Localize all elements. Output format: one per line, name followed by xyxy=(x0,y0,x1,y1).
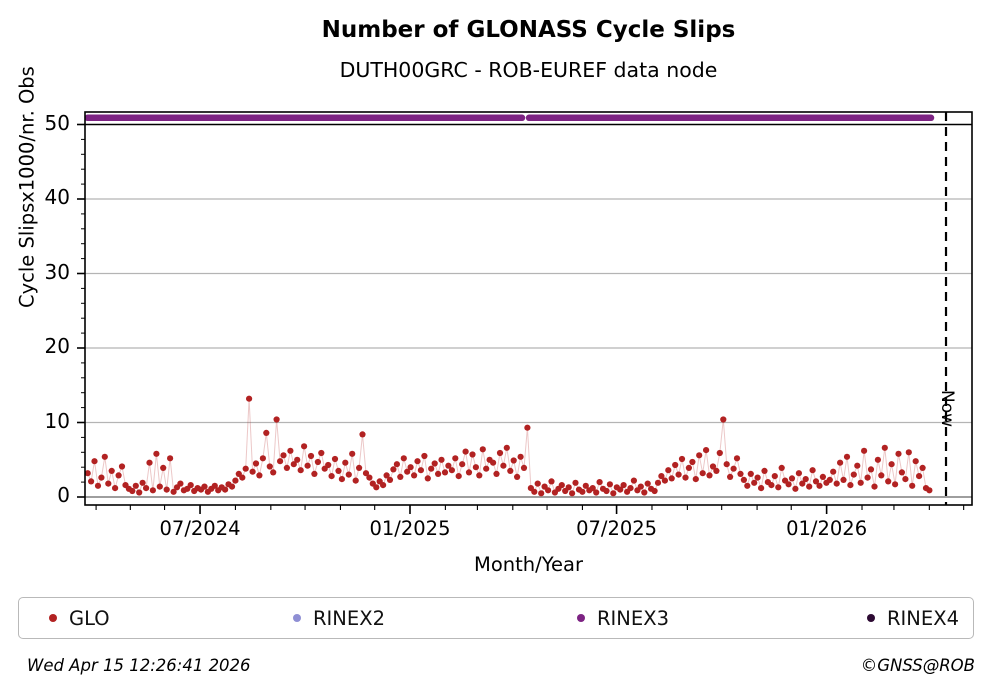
chart-subtitle: DUTH00GRC - ROB-EUREF data node xyxy=(339,58,718,82)
x-tick-label: 01/2026 xyxy=(786,517,868,540)
y-tick-label: 0 xyxy=(57,483,70,507)
legend-item-rinex4: RINEX4 xyxy=(867,598,959,638)
legend-item-glo: GLO xyxy=(49,598,110,638)
y-tick-label: 40 xyxy=(44,185,70,209)
rinex3-marker-icon xyxy=(577,614,585,622)
x-axis-label: Month/Year xyxy=(474,553,583,576)
chart-title: Number of GLONASS Cycle Slips xyxy=(321,17,736,43)
copyright: ©GNSS@ROB xyxy=(860,656,975,675)
legend-label-rinex3: RINEX3 xyxy=(597,606,669,630)
rinex4-marker-icon xyxy=(867,614,875,622)
x-tick-label: 01/2025 xyxy=(369,517,451,540)
legend: GLO RINEX2 RINEX3 RINEX4 xyxy=(18,597,974,639)
y-tick-label: 30 xyxy=(44,259,70,284)
y-tick-label: 50 xyxy=(44,110,70,135)
y-tick-label: 20 xyxy=(44,334,70,358)
y-tick-label: 10 xyxy=(44,408,70,433)
legend-label-glo: GLO xyxy=(69,606,110,630)
legend-item-rinex2: RINEX2 xyxy=(293,598,385,638)
rinex2-marker-icon xyxy=(293,614,301,622)
glo-marker-icon xyxy=(49,614,57,622)
legend-label-rinex4: RINEX4 xyxy=(887,606,959,630)
x-tick-label: 07/2025 xyxy=(576,517,658,540)
legend-label-rinex2: RINEX2 xyxy=(313,606,385,630)
timestamp: Wed Apr 15 12:26:41 2026 xyxy=(27,656,251,675)
legend-item-rinex3: RINEX3 xyxy=(577,598,669,638)
x-tick-label: 07/2024 xyxy=(159,517,241,540)
